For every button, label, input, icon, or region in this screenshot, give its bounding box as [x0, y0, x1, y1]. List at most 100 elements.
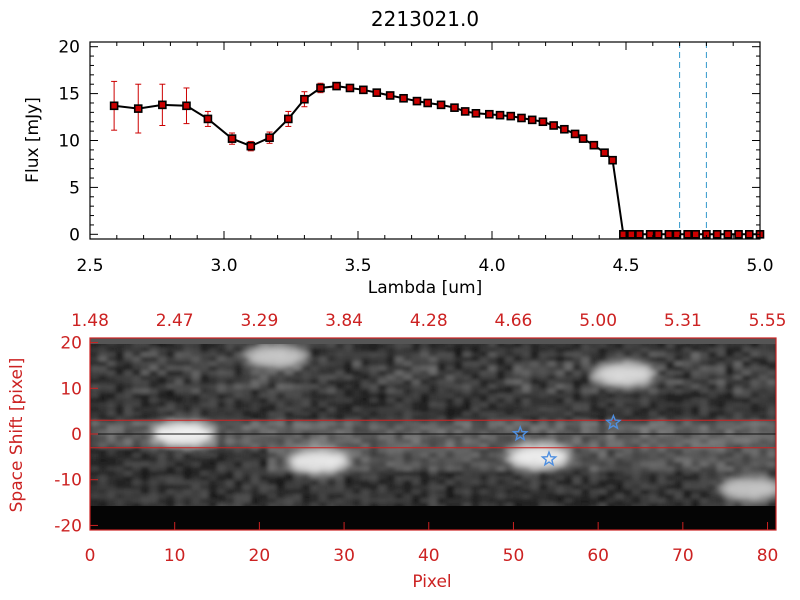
data-point [560, 124, 569, 134]
data-point [744, 230, 754, 239]
x-tick-label: 4.5 [612, 256, 639, 276]
data-point [385, 91, 395, 100]
data-point [627, 230, 636, 239]
image-x-tick-label: 70 [672, 546, 694, 566]
bright-feature [591, 361, 656, 388]
image-y-axis-ticks: -20 -10 0 10 20 [54, 334, 98, 536]
data-point [549, 121, 558, 130]
data-point [203, 114, 213, 124]
image-x-tick-label: 10 [164, 546, 186, 566]
x-tick-label: 3.5 [344, 256, 371, 276]
y-axis-label: Flux [mJy] [23, 97, 43, 183]
image-top-axis-labels: 1.48 2.47 3.29 3.84 4.28 4.66 5.00 5.31 5.55 [71, 311, 786, 331]
x-axis-ticks: 2.5 3.0 3.5 4.0 4.5 5.0 [76, 42, 774, 276]
image-y-tick-label: 0 [71, 425, 82, 445]
image-top-tick-label: 1.48 [71, 311, 109, 331]
image-top-tick-label: 5.00 [579, 311, 617, 331]
data-point [399, 93, 408, 103]
flux-markers [109, 81, 765, 239]
image-x-tick-label: 60 [587, 546, 609, 566]
chart-title: 2213021.0 [371, 7, 479, 31]
y-tick-label: 10 [58, 132, 80, 152]
data-point [672, 230, 682, 239]
data-point [109, 101, 119, 111]
data-point [158, 100, 167, 110]
y-tick-label: 20 [58, 38, 80, 58]
data-point [683, 230, 692, 239]
star-marker [540, 450, 558, 467]
data-point [645, 230, 655, 239]
data-point [600, 148, 609, 157]
data-point [460, 107, 470, 116]
image-x-axis-ticks: 0 10 20 30 40 50 60 70 80 [85, 522, 779, 566]
x-tick-label: 5.0 [746, 256, 773, 276]
x-axis-label: Lambda [um] [368, 278, 482, 298]
image-x-tick-label: 80 [757, 546, 779, 566]
image-bottom-band [90, 506, 776, 530]
data-point [495, 110, 505, 120]
x-tick-label: 2.5 [76, 256, 103, 276]
data-point [246, 141, 256, 151]
data-point [436, 100, 446, 110]
data-point [485, 109, 494, 119]
bright-feature [506, 443, 571, 470]
image-top-tick-label: 5.55 [749, 311, 787, 331]
data-point [691, 230, 700, 239]
data-point [517, 113, 526, 123]
reference-lines [679, 42, 707, 239]
data-point [423, 98, 432, 108]
data-point [265, 133, 274, 142]
data-point [227, 134, 237, 143]
image-top-tick-label: 5.31 [664, 311, 702, 331]
spectrum-plot: 2213021.0 2.5 3.0 3.5 4.0 4.5 5.0 0 5 10 15 20 La… [23, 7, 774, 298]
spectrum-image-plot: 0 10 20 30 40 50 60 70 80 -20 -10 0 10 20 1.48 2.47 3.… [7, 311, 786, 592]
y-axis-ticks: 0 5 10 15 20 [58, 38, 760, 245]
data-point [372, 88, 382, 97]
bright-feature [244, 343, 309, 370]
data-point [359, 85, 368, 95]
data-point [589, 140, 599, 150]
image-top-tick-label: 2.47 [156, 311, 194, 331]
image-top-tick-label: 3.84 [325, 311, 363, 331]
image-x-tick-label: 30 [333, 546, 355, 566]
image-y-tick-label: 20 [60, 334, 82, 354]
data-point [538, 117, 548, 127]
x-tick-label: 4.0 [478, 256, 505, 276]
data-point [608, 155, 617, 165]
image-top-tick-label: 4.28 [410, 311, 448, 331]
data-point [619, 230, 628, 239]
image-x-tick-label: 40 [418, 546, 440, 566]
image-top-tick-label: 4.66 [495, 311, 533, 331]
data-point [300, 94, 309, 104]
image-x-axis-label: Pixel [412, 572, 451, 592]
y-tick-label: 15 [58, 85, 80, 105]
data-point [412, 96, 422, 106]
bright-feature [286, 448, 351, 475]
image-x-tick-label: 0 [85, 546, 96, 566]
data-point [527, 115, 537, 125]
image-y-tick-label: -20 [54, 516, 82, 536]
data-point [570, 129, 580, 139]
star-marker [604, 413, 622, 430]
data-point [450, 103, 459, 112]
image-y-axis-label: Space Shift [pixel] [7, 358, 27, 513]
data-point [471, 108, 481, 118]
plot-frame [89, 41, 761, 240]
data-point [635, 230, 644, 239]
x-tick-label: 3.0 [210, 256, 237, 276]
data-point [332, 81, 341, 91]
bright-feature [718, 475, 776, 502]
data-point [345, 83, 355, 93]
data-point [506, 111, 516, 121]
data-point [578, 134, 588, 143]
image-top-tick-label: 3.29 [240, 311, 278, 331]
data-point [182, 101, 191, 111]
image-y-tick-label: -10 [54, 471, 82, 491]
y-tick-label: 0 [69, 225, 80, 245]
y-tick-label: 5 [69, 178, 80, 198]
star-marker [511, 425, 529, 442]
data-point [133, 104, 143, 113]
data-point [653, 230, 663, 239]
image-top-band [90, 338, 776, 344]
